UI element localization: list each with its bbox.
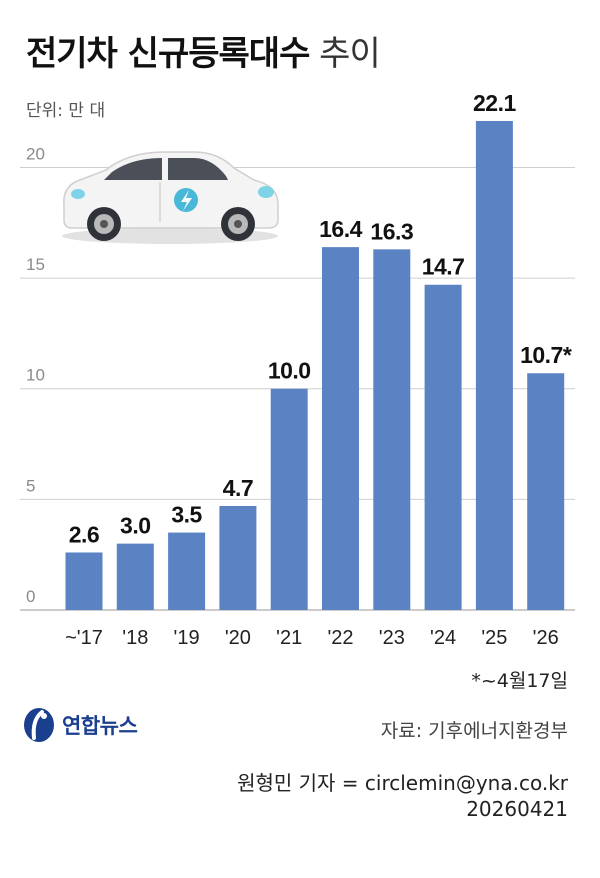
value-label-7: 14.7 (422, 254, 465, 280)
chart-title-main: 전기차 신규등록대수 (26, 34, 310, 74)
yonhap-logo-text: 연합뉴스 (62, 714, 138, 738)
x-tick-label-5: '22 (327, 627, 353, 649)
value-label-8: 22.1 (473, 90, 516, 116)
value-label-5: 16.4 (319, 216, 362, 242)
bar-2 (168, 532, 206, 610)
value-label-1: 3.0 (120, 513, 150, 539)
x-tick-label-6: '23 (379, 627, 405, 649)
value-label-3: 4.7 (223, 475, 253, 501)
x-tick-label-2: '19 (174, 627, 200, 649)
credit-block: 원형민 기자 = circlemin@yna.co.kr 20260421 (237, 770, 568, 822)
bar-5 (322, 247, 359, 610)
bar-7 (424, 284, 462, 610)
bar-4 (270, 388, 308, 610)
reporter-credit: 원형민 기자 = circlemin@yna.co.kr (237, 771, 568, 795)
x-tick-label-9: '26 (533, 627, 559, 649)
value-label-9: 10.7* (520, 342, 572, 368)
y-tick-label-0: 0 (26, 587, 35, 606)
value-label-0: 2.6 (69, 521, 99, 547)
x-tick-label-8: '25 (481, 627, 507, 649)
x-tick-label-1: '18 (122, 627, 148, 649)
footnote: *~4월17일 (471, 670, 568, 692)
bar-1 (116, 543, 154, 610)
y-tick-label-15: 15 (26, 255, 45, 274)
unit-label: 단위: 만 대 (26, 101, 106, 121)
value-label-2: 3.5 (171, 502, 202, 528)
source-text: 자료: 기후에너지환경부 (380, 720, 568, 742)
publish-date: 20260421 (466, 797, 568, 821)
x-tick-label-4: '21 (276, 627, 302, 649)
y-tick-label-20: 20 (26, 144, 45, 163)
x-tick-label-3: '20 (225, 627, 251, 649)
y-tick-label-10: 10 (26, 366, 45, 385)
x-tick-label-7: '24 (430, 627, 456, 649)
yonhap-logo: 연합뉴스 (22, 706, 138, 744)
bar-6 (373, 249, 411, 610)
x-tick-label-0: ~'17 (65, 627, 103, 649)
y-tick-label-5: 5 (26, 476, 35, 495)
car-icon (58, 146, 283, 250)
chart-title-sub: 추이 (319, 34, 381, 74)
value-label-4: 10.0 (268, 358, 311, 384)
bar-0 (65, 552, 103, 610)
bar-9 (527, 373, 565, 610)
bar-3 (219, 506, 257, 610)
yonhap-logo-icon (24, 708, 54, 742)
chart-title: 전기차 신규등록대수 추이 (26, 26, 381, 75)
bar-8 (475, 121, 513, 610)
value-label-6: 16.3 (370, 218, 413, 244)
bar-chart: 0 5 10 15 20 2.6 ~'17 3.0 '18 3.5 '19 4.7 '20 10.0 '21… (20, 90, 575, 649)
